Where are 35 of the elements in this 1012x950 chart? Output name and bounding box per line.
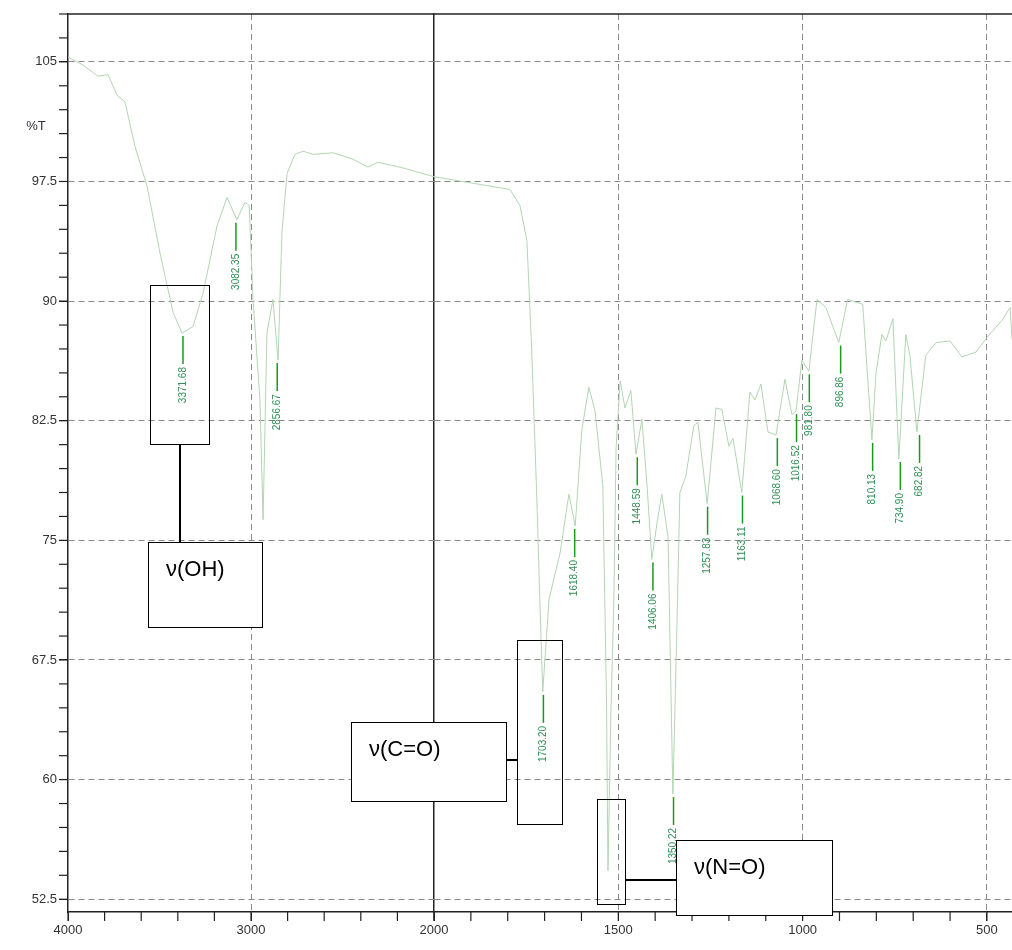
annotation: 1350.22 [667,827,679,865]
x-tick-label: 4000 [53,922,83,938]
x-tick-label: 1000 [788,922,818,938]
annotation: 1016.52 [790,444,802,482]
annotation: 896.86 [834,376,846,408]
annotation: 1257.83 [701,537,713,574]
annotation: 1703.20 [537,725,549,763]
annotation: 3082.35 [229,253,241,290]
y-tick-label: 97.5 [31,173,57,189]
annotation: 1618.40 [568,559,580,597]
annotation: ν(N=O) [694,854,766,879]
y-axis-title: %T [26,117,46,133]
y-tick-label: 90 [42,292,57,308]
x-tick-label: 500 [976,922,998,938]
annotation: 3371.68 [176,366,188,404]
annotation: 682.82 [913,465,925,497]
y-tick-label: 67.5 [31,651,57,667]
annotation: 1163.11 [736,526,748,562]
y-tick-label: 52.5 [31,890,57,906]
x-tick-label: 3000 [236,922,266,938]
y-tick-label: 82.5 [31,412,57,428]
annotation: 1406.06 [646,593,658,630]
annotation: 1448.59 [631,487,643,525]
y-tick-label: 105 [35,53,57,69]
annotation: 1068.60 [771,468,783,506]
annotation: 810.13 [866,473,878,505]
y-tick-label: 75 [42,531,57,547]
x-tick-label: 1500 [603,922,633,938]
y-tick-label: 60 [42,771,57,787]
annotation: 981.80 [803,404,815,436]
annotation: ν(OH) [166,556,225,581]
annotation: 2856.67 [270,393,282,431]
annotation: 734.90 [894,492,906,524]
x-tick-label: 2000 [419,922,449,938]
annotation: ν(C=O) [369,736,441,761]
